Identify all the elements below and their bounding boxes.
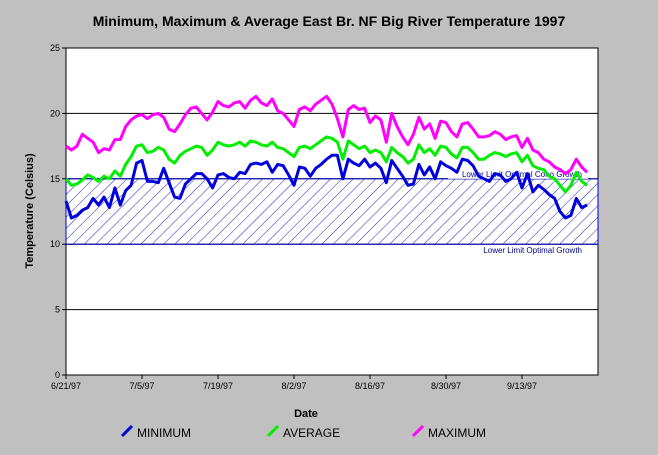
y-tick-label: 10 bbox=[50, 239, 60, 249]
optimal-growth-band bbox=[65, 178, 599, 245]
x-tick-label: 7/19/97 bbox=[203, 381, 233, 391]
legend: MINIMUM AVERAGE MAXIMUM bbox=[120, 424, 486, 440]
x-tick-label: 8/16/97 bbox=[355, 381, 385, 391]
series-lines bbox=[64, 94, 589, 220]
y-tick-label: 25 bbox=[50, 43, 60, 53]
series-line-average bbox=[64, 135, 588, 194]
x-tick-label: 8/30/97 bbox=[431, 381, 461, 391]
x-tick-label: 6/21/97 bbox=[51, 381, 81, 391]
legend-swatch-minimum bbox=[120, 424, 134, 438]
y-tick-label: 0 bbox=[55, 370, 60, 380]
x-axis-ticks: 6/21/97 7/5/97 7/19/97 8/2/97 8/16/97 8/30/97… bbox=[51, 375, 537, 391]
legend-swatch-average bbox=[266, 424, 280, 438]
legend-label-maximum: MAXIMUM bbox=[428, 426, 486, 440]
y-tick-label: 15 bbox=[50, 174, 60, 184]
legend-swatch-maximum bbox=[411, 424, 425, 438]
series-line-maximum bbox=[65, 94, 589, 176]
band-annotation: Lower Limit Optimal Growth bbox=[483, 246, 582, 255]
y-tick-label: 20 bbox=[50, 108, 60, 118]
legend-label-average: AVERAGE bbox=[283, 426, 340, 440]
x-axis-label: Date bbox=[294, 408, 318, 420]
chart-title: Minimum, Maximum & Average East Br. NF B… bbox=[93, 13, 566, 29]
x-tick-label: 7/5/97 bbox=[129, 381, 154, 391]
series-line-minimum bbox=[64, 153, 588, 220]
y-axis-label: Temperature (Celsius) bbox=[24, 153, 36, 269]
band-annotation: Lower Limit Optimal Coho Growth bbox=[462, 170, 582, 179]
x-tick-label: 9/13/97 bbox=[507, 381, 537, 391]
x-tick-label: 8/2/97 bbox=[281, 381, 306, 391]
legend-label-minimum: MINIMUM bbox=[137, 426, 191, 440]
y-tick-label: 5 bbox=[55, 305, 60, 315]
y-axis-ticks: 0 5 10 15 20 25 bbox=[50, 43, 66, 380]
annotation-bg bbox=[466, 246, 588, 256]
